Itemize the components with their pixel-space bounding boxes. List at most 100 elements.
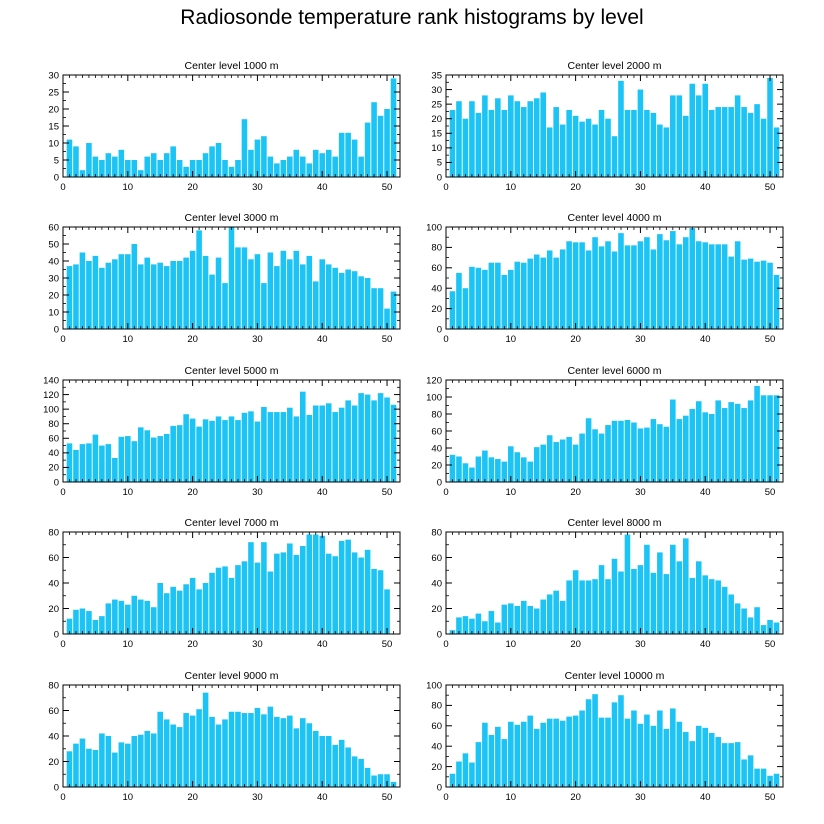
panel-title: Center level 6000 m bbox=[568, 365, 662, 377]
bar bbox=[92, 619, 99, 634]
bar bbox=[611, 702, 618, 787]
x-tick-label: 30 bbox=[252, 792, 263, 803]
bar bbox=[702, 83, 709, 177]
bar bbox=[371, 288, 377, 329]
bar bbox=[469, 101, 475, 177]
bar bbox=[384, 397, 390, 482]
bar bbox=[773, 395, 780, 482]
bar bbox=[312, 534, 319, 634]
bar bbox=[624, 718, 631, 787]
bar bbox=[183, 166, 189, 177]
bar bbox=[196, 230, 202, 329]
panel-3: Center level 3000 m 0 10 20 30 40 50 0 10 20 30 40 5… bbox=[48, 212, 401, 345]
bar bbox=[358, 156, 364, 177]
bar bbox=[598, 109, 605, 177]
x-tick-label: 20 bbox=[187, 487, 198, 498]
x-tick-label: 0 bbox=[443, 792, 448, 803]
bar bbox=[66, 751, 73, 787]
bar bbox=[176, 727, 183, 787]
x-tick-label: 20 bbox=[187, 639, 198, 650]
bar bbox=[495, 98, 501, 177]
bar bbox=[79, 608, 86, 634]
y-tick-label: 40 bbox=[431, 284, 442, 295]
bar bbox=[112, 752, 118, 787]
bar bbox=[637, 723, 644, 787]
bar bbox=[338, 540, 345, 634]
bar bbox=[708, 109, 715, 177]
x-tick-label: 40 bbox=[317, 182, 328, 193]
bar bbox=[508, 603, 514, 634]
bar bbox=[150, 153, 157, 177]
panel-7: Center level 7000 m 0 10 20 30 40 50 0 20 40 60 80 bbox=[48, 517, 401, 650]
bar bbox=[86, 261, 92, 329]
bar bbox=[345, 747, 351, 787]
bar bbox=[456, 617, 462, 634]
y-tick-label: 10 bbox=[431, 143, 442, 154]
x-tick-label: 40 bbox=[700, 792, 711, 803]
bar bbox=[144, 600, 151, 634]
x-tick-label: 40 bbox=[317, 334, 328, 345]
bar bbox=[520, 262, 527, 329]
y-tick-label: 0 bbox=[54, 324, 59, 335]
bar bbox=[689, 228, 696, 329]
y-tick-label: 140 bbox=[43, 375, 59, 386]
bar bbox=[715, 580, 721, 634]
x-tick-label: 0 bbox=[60, 792, 65, 803]
bar bbox=[377, 774, 384, 787]
bar bbox=[559, 124, 566, 177]
bar bbox=[760, 395, 767, 482]
bar bbox=[157, 436, 163, 482]
bar bbox=[332, 412, 338, 482]
bar bbox=[462, 118, 469, 177]
bar bbox=[105, 603, 112, 634]
bar bbox=[261, 406, 267, 482]
x-tick-label: 40 bbox=[700, 639, 711, 650]
bar bbox=[501, 274, 508, 329]
y-tick-label: 15 bbox=[48, 121, 59, 132]
bar bbox=[319, 153, 326, 177]
y-tick-label: 15 bbox=[431, 129, 442, 140]
y-tick-label: 40 bbox=[48, 256, 59, 267]
bar bbox=[332, 267, 338, 329]
bar bbox=[325, 264, 332, 329]
bar bbox=[293, 554, 300, 634]
bar bbox=[585, 250, 592, 329]
bar bbox=[325, 149, 332, 177]
x-tick-label: 20 bbox=[570, 487, 581, 498]
bar bbox=[592, 237, 598, 329]
bar bbox=[683, 115, 689, 177]
bar bbox=[377, 393, 384, 482]
bar bbox=[533, 608, 540, 634]
bar bbox=[215, 143, 222, 177]
bar bbox=[566, 241, 572, 329]
bar bbox=[618, 695, 624, 787]
bar bbox=[351, 271, 358, 329]
bar bbox=[702, 242, 709, 329]
y-tick-label: 20 bbox=[431, 604, 442, 615]
bar bbox=[209, 274, 215, 329]
bar bbox=[345, 132, 351, 177]
bar bbox=[131, 736, 138, 787]
bar bbox=[508, 269, 514, 329]
bar bbox=[137, 427, 144, 482]
bar bbox=[728, 594, 734, 634]
y-tick-label: 30 bbox=[48, 273, 59, 284]
x-tick-label: 50 bbox=[382, 334, 393, 345]
bar bbox=[332, 156, 338, 177]
bar bbox=[86, 611, 92, 634]
x-tick-label: 0 bbox=[60, 334, 65, 345]
bar bbox=[280, 160, 287, 177]
bar bbox=[741, 259, 747, 329]
bar bbox=[501, 109, 508, 177]
bar bbox=[92, 156, 99, 177]
bar bbox=[73, 264, 79, 329]
bar bbox=[176, 160, 183, 177]
y-tick-label: 40 bbox=[431, 578, 442, 589]
bar bbox=[150, 437, 157, 482]
bar bbox=[345, 269, 351, 329]
bar bbox=[215, 567, 222, 634]
bar bbox=[228, 416, 235, 482]
bar bbox=[99, 160, 105, 177]
bar bbox=[482, 95, 488, 177]
y-tick-label: 0 bbox=[54, 172, 59, 183]
